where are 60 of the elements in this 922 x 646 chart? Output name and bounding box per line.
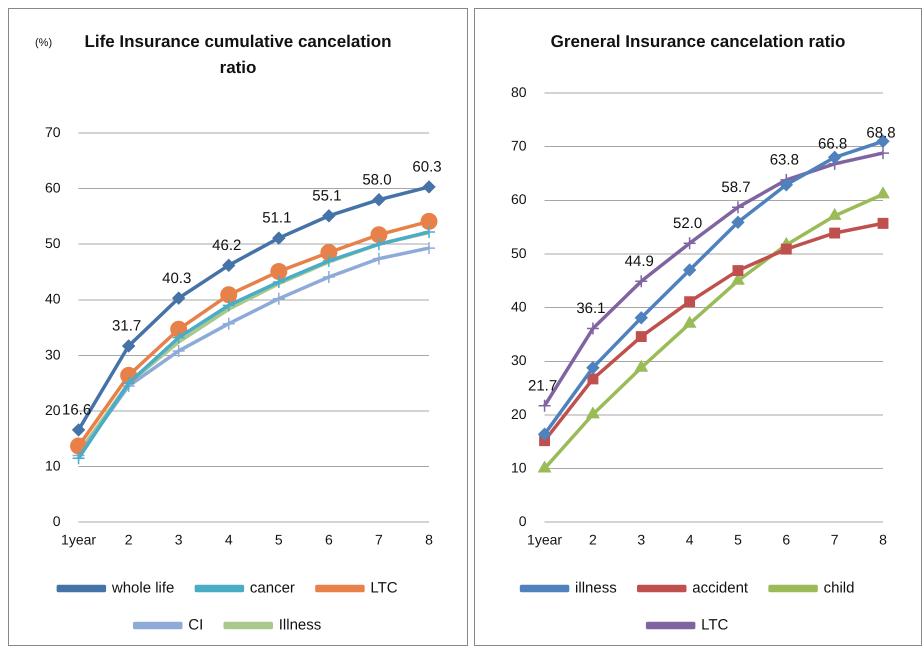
x-tick-label: 8	[879, 531, 888, 548]
legend-label: illness	[575, 580, 617, 597]
legend-label: Illness	[278, 616, 322, 634]
legend-label: cancer	[250, 580, 295, 597]
y-tick-label: 20	[44, 402, 61, 418]
x-tick-label: 6	[324, 531, 333, 548]
y-tick-label: 80	[510, 84, 527, 100]
y-tick-label: 70	[510, 138, 527, 154]
x-tick-label: 2	[124, 531, 133, 548]
x-tick-label: 7	[375, 531, 384, 548]
y-tick-label: 50	[44, 235, 61, 252]
y-tick-label: 70	[44, 124, 61, 140]
x-tick-label: 5	[274, 531, 283, 548]
chart-title: Greneral Insurance cancelation ratio	[550, 31, 846, 53]
x-tick-label: 5	[734, 531, 742, 548]
y-tick-label: 20	[510, 406, 527, 422]
data-label: 31.7	[112, 318, 142, 335]
y-tick-label: 10	[510, 459, 527, 476]
y-tick-label: 50	[510, 244, 527, 261]
y-axis-title: (%)	[35, 37, 52, 49]
legend-label: whole life	[110, 580, 174, 597]
data-label: 44.9	[624, 252, 654, 270]
y-tick-label: 0	[518, 513, 527, 530]
y-tick-label: 60	[510, 191, 527, 208]
data-label: 46.2	[212, 236, 242, 254]
x-tick-label: 4	[224, 531, 233, 548]
data-label: 63.8	[770, 152, 799, 169]
x-tick-label: 2	[589, 531, 598, 548]
x-tick-label: 4	[686, 531, 694, 548]
data-label: 40.3	[162, 270, 192, 287]
legend-label: accident	[692, 580, 749, 597]
legend-label: child	[824, 580, 854, 597]
y-tick-label: 40	[44, 290, 61, 307]
legend-label: LTC	[701, 616, 729, 634]
legend-label: CI	[188, 616, 204, 634]
x-tick-label: 8	[425, 531, 434, 548]
x-tick-label: 7	[830, 531, 839, 548]
y-tick-label: 30	[44, 346, 61, 362]
x-tick-label: 3	[637, 531, 646, 548]
chart-title: Life Insurance cumulative cancelation ratio	[83, 31, 393, 79]
data-label: 36.1	[576, 300, 606, 318]
data-label: 58.7	[721, 178, 751, 196]
data-label: 55.1	[312, 187, 342, 204]
data-label: 52.0	[673, 214, 702, 232]
x-tick-label: 3	[174, 531, 183, 548]
data-label: 21.7	[528, 377, 558, 394]
x-tick-label: 6	[782, 531, 790, 548]
legend-label: LTC	[370, 580, 398, 597]
data-label: 66.8	[818, 135, 848, 152]
y-tick-label: 40	[510, 298, 527, 314]
data-label: 68.8	[866, 124, 896, 142]
data-label: 51.1	[262, 210, 292, 227]
y-tick-label: 10	[44, 457, 61, 474]
data-label: 60.3	[412, 158, 442, 176]
x-tick-label: 1year	[527, 531, 562, 548]
data-label: 58.0	[362, 171, 392, 188]
x-tick-label: 1year	[61, 531, 96, 548]
y-tick-label: 60	[44, 179, 61, 196]
y-tick-label: 30	[510, 352, 527, 368]
y-tick-label: 0	[52, 513, 61, 530]
